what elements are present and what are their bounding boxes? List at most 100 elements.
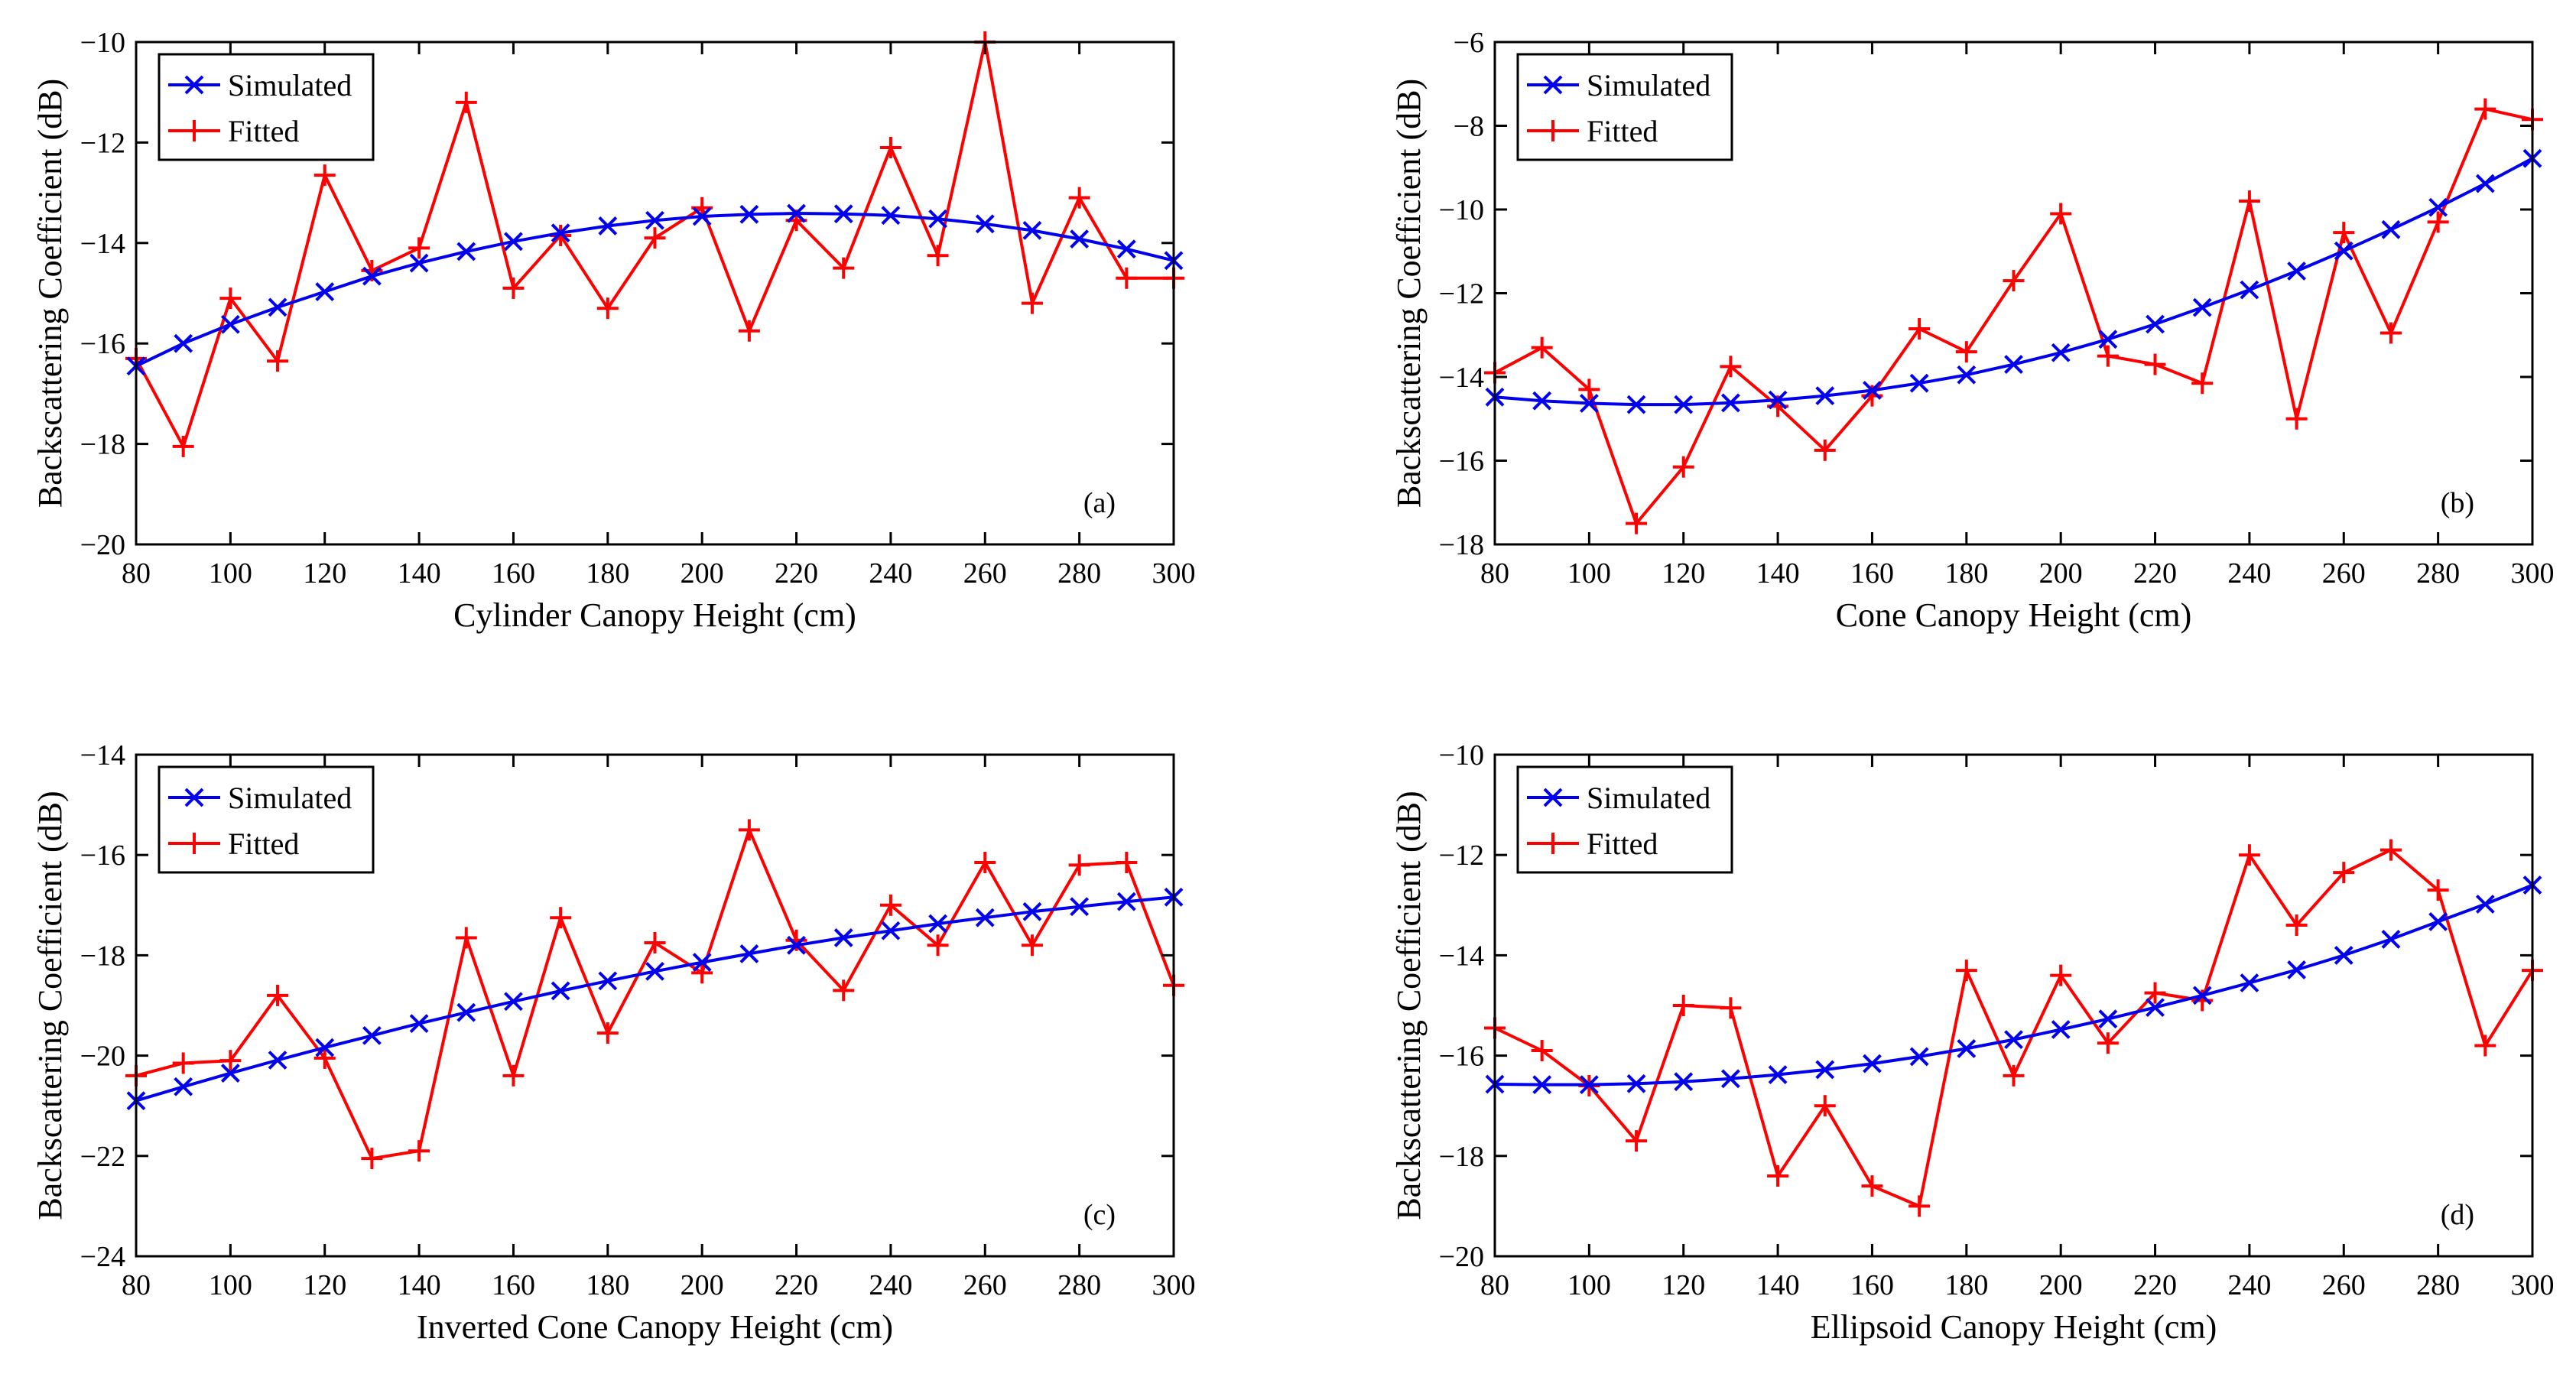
point-simulated-d-150 [1815, 1060, 1835, 1080]
x-tick-label-c-160: 160 [492, 1269, 535, 1301]
point-fitted-c-140 [408, 1140, 430, 1162]
point-fitted-b-110 [1626, 512, 1648, 534]
point-fitted-a-110 [267, 350, 289, 372]
axes-frame-d [1493, 753, 2534, 1258]
point-fitted-a-150 [455, 91, 477, 113]
y-tick-label-a--12: −12 [80, 127, 125, 159]
point-fitted-a-100 [219, 287, 242, 310]
axes-frame-a [135, 41, 1175, 546]
y-tick-label-a--14: −14 [80, 228, 125, 260]
x-tick-label-d-220: 220 [2133, 1269, 2177, 1301]
x-tick-label-d-160: 160 [1850, 1269, 1894, 1301]
point-fitted-c-260 [974, 852, 996, 874]
legend-marker-simulated-d [1543, 788, 1563, 807]
point-fitted-b-250 [2285, 408, 2308, 430]
point-simulated-c-210 [739, 944, 759, 963]
x-tick-label-a-80: 80 [122, 557, 151, 590]
x-tick-label-b-240: 240 [2227, 557, 2271, 590]
x-tick-label-a-260: 260 [963, 557, 1007, 590]
point-fitted-b-240 [2238, 190, 2260, 213]
point-fitted-c-150 [455, 927, 477, 949]
point-simulated-d-230 [2192, 986, 2212, 1005]
point-simulated-d-160 [1863, 1054, 1882, 1074]
legend-box-c [158, 765, 375, 874]
y-axis-label-c: Backscattering Coefficient (dB) [31, 791, 69, 1220]
point-simulated-c-160 [504, 992, 523, 1012]
point-simulated-d-280 [2428, 912, 2448, 931]
x-tick-label-d-240: 240 [2227, 1269, 2271, 1301]
point-simulated-b-280 [2428, 197, 2448, 217]
y-tick-label-d--14: −14 [1439, 940, 1484, 972]
y-tick-label-b--12: −12 [1439, 278, 1484, 310]
point-simulated-a-110 [268, 297, 287, 317]
point-simulated-d-270 [2381, 929, 2401, 949]
point-simulated-b-170 [1909, 373, 1929, 393]
point-simulated-c-90 [174, 1077, 193, 1096]
point-simulated-a-140 [409, 253, 429, 273]
x-tick-label-c-100: 100 [209, 1269, 252, 1301]
point-fitted-c-100 [219, 1050, 242, 1072]
x-tick-label-d-300: 300 [2511, 1269, 2555, 1301]
point-simulated-a-150 [456, 242, 476, 261]
point-simulated-c-110 [268, 1051, 287, 1070]
x-tick-label-c-240: 240 [869, 1269, 912, 1301]
x-tick-label-a-200: 200 [681, 557, 724, 590]
legend-d: Simulated Fitted [1516, 765, 1733, 874]
point-simulated-c-290 [1116, 892, 1136, 911]
point-fitted-b-130 [1720, 356, 1742, 378]
point-fitted-a-90 [172, 435, 194, 457]
point-fitted-d-240 [2238, 844, 2260, 866]
chart-panel-a: 80 100 120 140 160 180 200 220 240 260 280 300 −20 −1… [31, 27, 1196, 634]
chart-panel-b: 80 100 120 140 160 180 200 220 240 260 280 300 −18 −1… [1390, 27, 2555, 634]
point-simulated-d-110 [1626, 1074, 1646, 1093]
point-simulated-c-240 [881, 921, 901, 940]
point-fitted-c-180 [596, 1022, 619, 1044]
x-tick-label-b-220: 220 [2133, 557, 2177, 590]
y-tick-label-b--14: −14 [1439, 362, 1484, 394]
point-fitted-b-170 [1908, 318, 1931, 340]
point-fitted-d-270 [2379, 839, 2402, 861]
point-simulated-c-120 [315, 1038, 335, 1057]
point-simulated-c-180 [598, 971, 618, 991]
series-fitted-b [1484, 98, 2543, 534]
point-fitted-d-130 [1720, 997, 1742, 1019]
point-fitted-c-90 [172, 1052, 194, 1074]
point-simulated-c-230 [833, 928, 853, 947]
point-fitted-c-210 [738, 819, 760, 841]
series-line-simulated-d [1494, 883, 2533, 1087]
point-simulated-a-100 [220, 314, 240, 334]
y-tick-label-a--16: −16 [80, 328, 125, 360]
point-fitted-d-200 [2050, 964, 2072, 986]
point-fitted-d-210 [2097, 1032, 2119, 1054]
x-axis-label-a: Cylinder Canopy Height (cm) [453, 596, 856, 634]
point-simulated-c-130 [362, 1025, 382, 1045]
point-fitted-b-150 [1814, 439, 1836, 461]
point-fitted-c-280 [1068, 854, 1090, 876]
x-tick-label-d-200: 200 [2039, 1269, 2083, 1301]
x-tick-label-b-120: 120 [1662, 557, 1705, 590]
point-fitted-a-160 [502, 277, 525, 299]
legend-box-a [158, 53, 375, 161]
point-simulated-b-260 [2334, 241, 2353, 261]
series-line-fitted-c [135, 828, 1175, 1161]
series-line-simulated-c [135, 895, 1174, 1103]
x-tick-label-c-220: 220 [775, 1269, 818, 1301]
legend-label-simulated-b: Simulated [1587, 68, 1710, 102]
point-fitted-d-260 [2333, 862, 2355, 884]
point-simulated-d-140 [1768, 1065, 1788, 1084]
point-simulated-d-210 [2098, 1009, 2118, 1029]
y-tick-label-b--16: −16 [1439, 446, 1484, 478]
x-axis-label-b: Cone Canopy Height (cm) [1836, 596, 2192, 634]
x-tick-label-d-140: 140 [1756, 1269, 1800, 1301]
point-simulated-b-220 [2146, 314, 2165, 334]
point-fitted-a-230 [833, 257, 855, 279]
point-simulated-b-230 [2192, 297, 2212, 317]
point-fitted-b-200 [2050, 203, 2072, 225]
point-fitted-d-250 [2285, 914, 2308, 937]
y-tick-label-d--12: −12 [1439, 840, 1484, 872]
point-simulated-a-230 [833, 204, 853, 224]
point-simulated-b-290 [2475, 174, 2495, 193]
point-fitted-c-120 [313, 1047, 336, 1069]
point-fitted-b-190 [2003, 270, 2025, 292]
point-fitted-a-120 [313, 164, 336, 187]
